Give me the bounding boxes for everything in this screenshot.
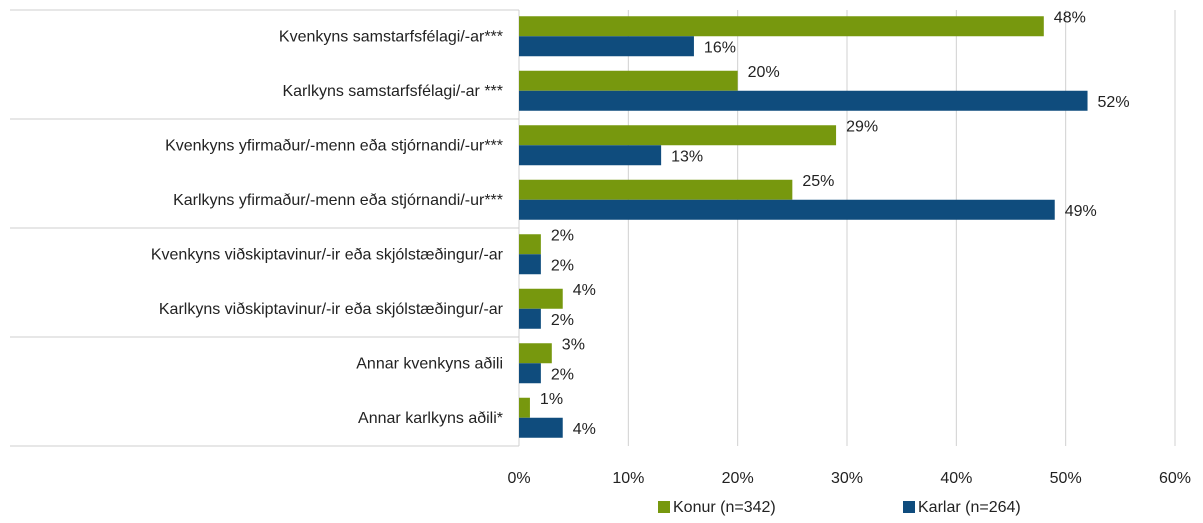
bar xyxy=(519,288,563,309)
value-label: 3% xyxy=(562,336,585,353)
x-tick-label: 10% xyxy=(612,470,644,487)
category-label: Annar kvenkyns aðili xyxy=(356,355,503,372)
bar xyxy=(519,70,738,91)
bar xyxy=(519,254,541,275)
category-label: Kvenkyns yfirmaður/-menn eða stjórnandi/… xyxy=(165,137,503,154)
value-label: 16% xyxy=(704,39,736,56)
legend-swatch xyxy=(658,501,670,513)
bar xyxy=(519,397,530,418)
category-label: Kvenkyns samstarfsfélagi/-ar*** xyxy=(279,28,503,45)
bar xyxy=(519,343,552,364)
bar xyxy=(519,179,793,200)
value-label: 13% xyxy=(671,148,703,165)
bar xyxy=(519,16,1044,37)
value-label: 29% xyxy=(846,118,878,135)
x-tick-label: 40% xyxy=(940,470,972,487)
bar xyxy=(519,199,1055,220)
x-tick-label: 60% xyxy=(1159,470,1191,487)
value-label: 2% xyxy=(551,257,574,274)
value-label: 52% xyxy=(1098,94,1130,111)
bar xyxy=(519,36,694,57)
bar xyxy=(519,125,837,146)
x-tick-label: 0% xyxy=(507,470,530,487)
value-label: 2% xyxy=(551,366,574,383)
bar xyxy=(519,308,541,329)
value-label: 48% xyxy=(1054,9,1086,26)
bar xyxy=(519,145,662,166)
category-label: Karlkyns viðskiptavinur/-ir eða skjólstæ… xyxy=(159,301,504,318)
value-label: 4% xyxy=(573,421,596,438)
category-label: Karlkyns yfirmaður/-menn eða stjórnandi/… xyxy=(173,192,503,209)
x-tick-label: 20% xyxy=(722,470,754,487)
category-label: Karlkyns samstarfsfélagi/-ar *** xyxy=(282,83,503,100)
x-tick-label: 50% xyxy=(1050,470,1082,487)
bar xyxy=(519,90,1088,111)
value-label: 49% xyxy=(1065,203,1097,220)
category-label: Annar karlkyns aðili* xyxy=(358,410,503,427)
bar xyxy=(519,363,541,384)
value-label: 4% xyxy=(573,282,596,299)
x-tick-label: 30% xyxy=(831,470,863,487)
value-label: 20% xyxy=(748,64,780,81)
bar xyxy=(519,234,541,255)
value-label: 25% xyxy=(802,173,834,190)
value-label: 2% xyxy=(551,312,574,329)
value-label: 2% xyxy=(551,227,574,244)
bar xyxy=(519,417,563,438)
legend-label: Konur (n=342) xyxy=(673,499,776,516)
legend-swatch xyxy=(903,501,915,513)
legend-label: Karlar (n=264) xyxy=(918,499,1021,516)
value-label: 1% xyxy=(540,391,563,408)
category-label: Kvenkyns viðskiptavinur/-ir eða skjólstæ… xyxy=(151,246,504,263)
